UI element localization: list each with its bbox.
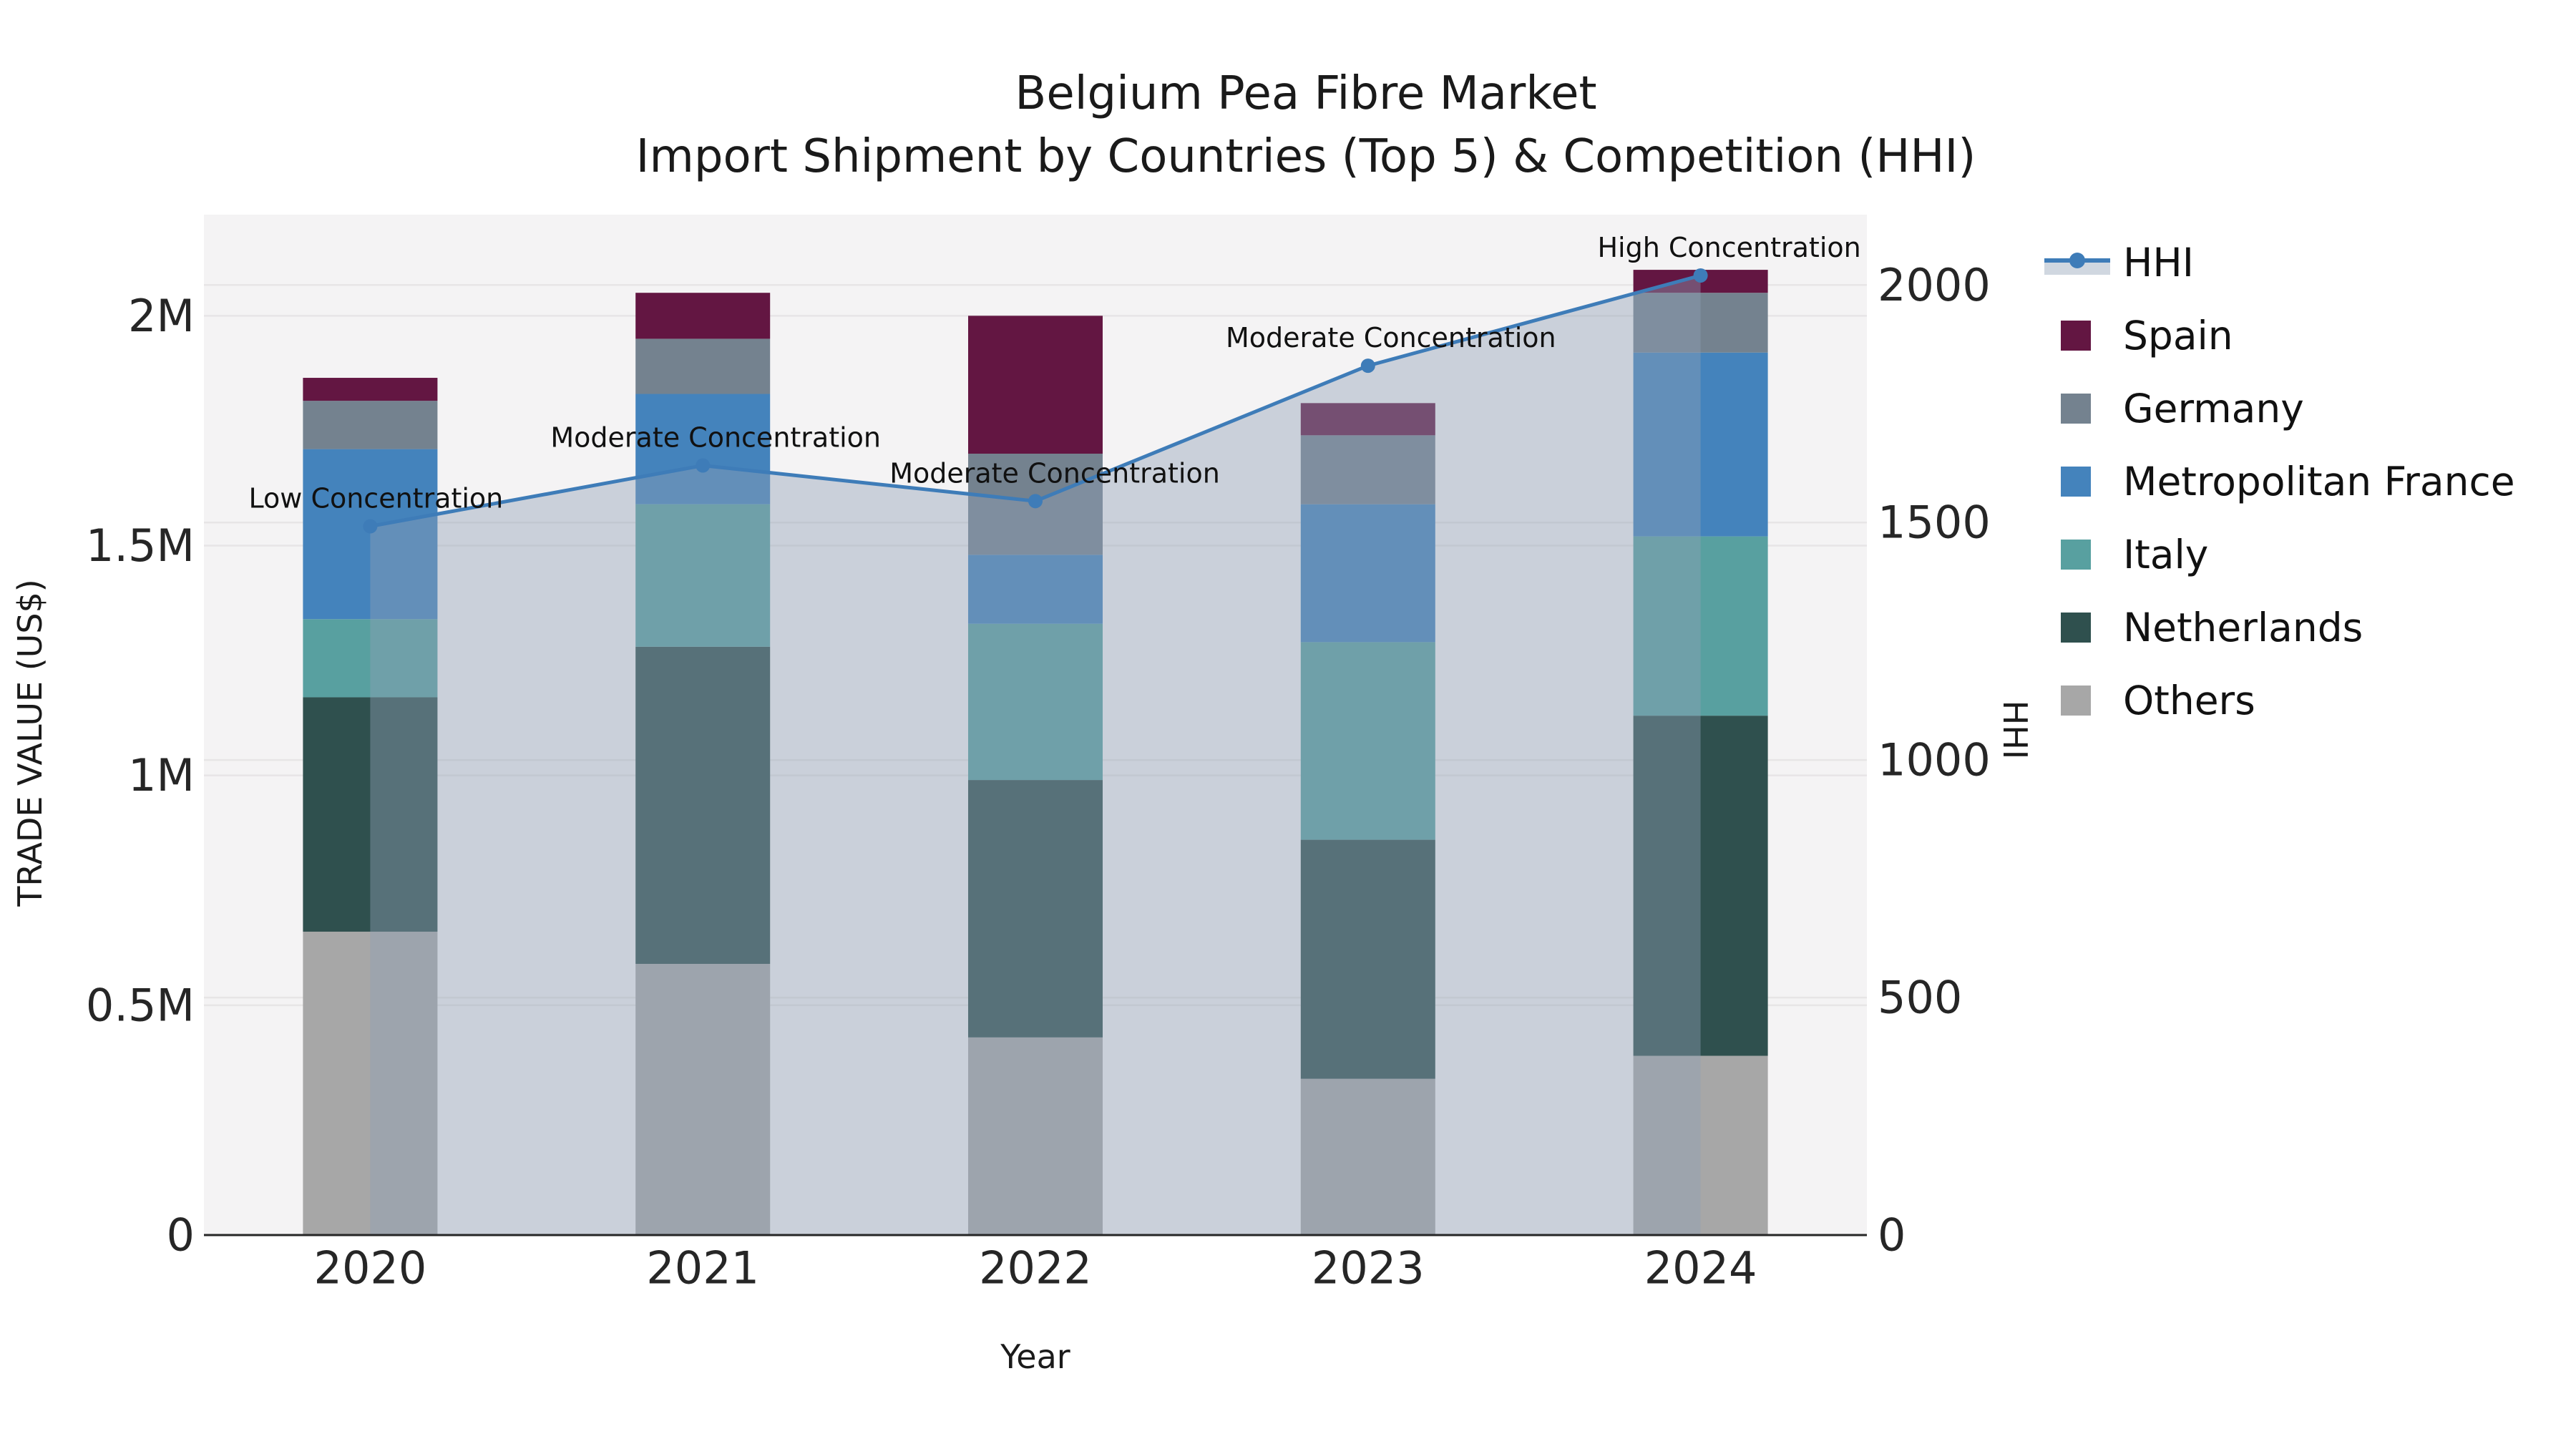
- annotation-2024: High Concentration: [1597, 232, 1860, 263]
- x-tick-2023: 2023: [1312, 1242, 1425, 1294]
- bar-2021-italy: [635, 504, 771, 647]
- bar-2020-netherlands: [303, 697, 438, 932]
- legend-swatch-germany: [2061, 394, 2091, 424]
- annotation-2022: Moderate Concentration: [889, 457, 1220, 489]
- legend-swatch-spain: [2061, 321, 2091, 351]
- legend-item-hhi: HHI: [2044, 240, 2194, 286]
- hhi-point-2022: [1028, 494, 1043, 509]
- y-right-tick-500: 500: [1878, 972, 1962, 1024]
- legend-swatch-others: [2061, 686, 2091, 716]
- hhi-point-2021: [696, 458, 711, 473]
- bar-2022-netherlands: [968, 780, 1103, 1038]
- legend-item-italy: Italy: [2061, 532, 2208, 577]
- y-left-tick-1.5M: 1.5M: [86, 519, 195, 572]
- x-tick-2020: 2020: [314, 1242, 427, 1294]
- y-right-tick-1000: 1000: [1878, 734, 1991, 786]
- bar-2022-spain: [968, 316, 1103, 454]
- y-right-axis-title: HHI: [1996, 701, 2034, 760]
- legend-item-metropolitan-france: Metropolitan France: [2061, 459, 2515, 504]
- bar-2020-italy: [303, 619, 438, 698]
- legend-label-italy: Italy: [2123, 532, 2208, 577]
- bar-2022-others: [968, 1037, 1103, 1235]
- bar-2021-germany: [635, 338, 771, 394]
- bar-2023-others: [1300, 1078, 1435, 1235]
- legend-label-germany: Germany: [2123, 386, 2304, 431]
- bar-2023-spain: [1300, 403, 1435, 436]
- bar-2024-others: [1633, 1055, 1768, 1235]
- bar-2024-italy: [1633, 536, 1768, 716]
- bar-2020-others: [303, 932, 438, 1235]
- bar-2021-metropolitan-france: [635, 394, 771, 504]
- legend-item-germany: Germany: [2061, 386, 2304, 431]
- annotation-2021: Moderate Concentration: [550, 422, 881, 454]
- bar-2023-netherlands: [1300, 839, 1435, 1079]
- bar-2023-metropolitan-france: [1300, 504, 1435, 643]
- y-left-tick-2M: 2M: [128, 290, 195, 342]
- legend-label-others: Others: [2123, 678, 2255, 723]
- bar-2021-netherlands: [635, 646, 771, 965]
- bar-2021-others: [635, 964, 771, 1235]
- chart-title-line2: Import Shipment by Countries (Top 5) & C…: [636, 130, 1976, 183]
- legend-swatch-netherlands: [2061, 613, 2091, 643]
- bar-2020-metropolitan-france: [303, 449, 438, 620]
- x-tick-2024: 2024: [1644, 1242, 1757, 1294]
- bar-2024-netherlands: [1633, 716, 1768, 1056]
- hhi-point-2024: [1693, 268, 1708, 283]
- y-right-tick-2000: 2000: [1878, 259, 1991, 311]
- hhi-line-series: [363, 268, 1708, 1235]
- y-right-tick-1500: 1500: [1878, 497, 1991, 549]
- annotation-2020: Low Concentration: [249, 483, 504, 514]
- y-right-tick-0: 0: [1878, 1209, 1906, 1262]
- bar-2022-italy: [968, 623, 1103, 781]
- legend-swatch-metropolitan-france: [2061, 467, 2091, 497]
- legend-label-hhi: HHI: [2123, 240, 2194, 286]
- bar-2024-germany: [1633, 293, 1768, 353]
- y-left-tick-1M: 1M: [128, 749, 195, 801]
- legend-item-netherlands: Netherlands: [2061, 605, 2363, 650]
- legend-swatch-italy: [2061, 540, 2091, 570]
- legend: HHI Spain Germany Metropolitan France Italy N…: [2044, 240, 2515, 723]
- annotation-2023: Moderate Concentration: [1226, 322, 1556, 353]
- bar-2023-italy: [1300, 642, 1435, 840]
- legend-label-metropolitan-france: Metropolitan France: [2123, 459, 2515, 504]
- x-axis-title: Year: [1000, 1337, 1070, 1376]
- bar-2020-spain: [303, 378, 438, 401]
- x-tick-2021: 2021: [646, 1242, 759, 1294]
- x-tick-2022: 2022: [979, 1242, 1092, 1294]
- legend-label-netherlands: Netherlands: [2123, 605, 2363, 650]
- axes: 0 0.5M 1M 1.5M 2M 0 500 1000 1500 2000 2020 2021 202…: [86, 259, 1991, 1294]
- y-left-tick-0.5M: 0.5M: [86, 979, 195, 1031]
- chart-title-line1: Belgium Pea Fibre Market: [1015, 67, 1596, 120]
- stacked-bars: [303, 270, 1768, 1235]
- legend-item-others: Others: [2061, 678, 2255, 723]
- bar-2020-germany: [303, 401, 438, 449]
- hhi-point-2023: [1360, 358, 1375, 374]
- bar-2021-spain: [635, 293, 771, 339]
- y-left-axis-title: TRADE VALUE (US$): [11, 579, 49, 907]
- legend-hhi-marker-sample: [2069, 253, 2085, 268]
- y-left-tick-0: 0: [167, 1209, 195, 1262]
- bar-2022-metropolitan-france: [968, 555, 1103, 624]
- hhi-area-fill: [370, 275, 1701, 1235]
- hhi-point-2020: [363, 519, 378, 534]
- legend-item-spain: Spain: [2061, 313, 2233, 358]
- legend-label-spain: Spain: [2123, 313, 2233, 358]
- bar-2024-metropolitan-france: [1633, 352, 1768, 537]
- bar-2023-germany: [1300, 435, 1435, 504]
